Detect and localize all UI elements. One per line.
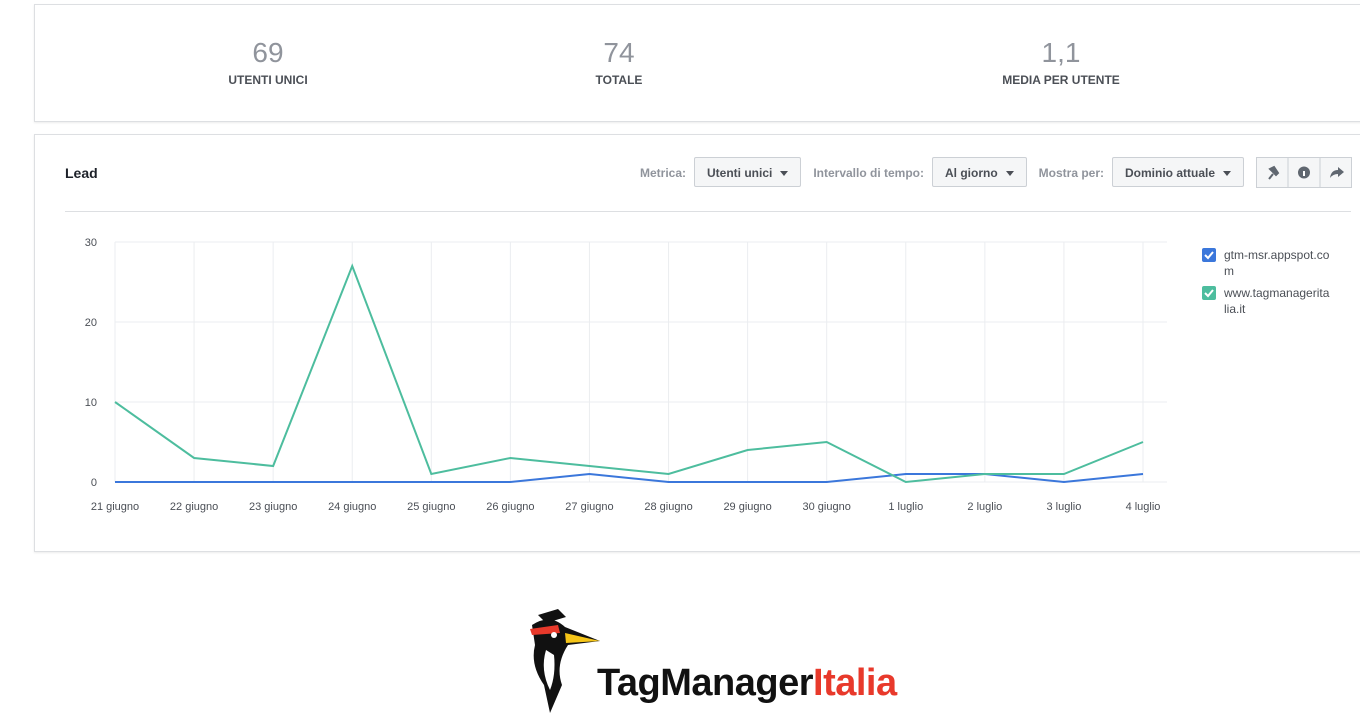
y-tick-label: 30 — [85, 237, 97, 249]
x-tick-label: 22 giugno — [170, 501, 218, 513]
check — [1204, 289, 1214, 298]
y-tick-label: 20 — [85, 317, 97, 329]
logo-text-1: TagManager — [597, 662, 814, 704]
show-label: Mostra per: — [1038, 166, 1104, 180]
stats-card: 69 UTENTI UNICI 74 TOTALE 1,1 MEDIA PER UTE… — [34, 4, 1360, 122]
x-tick-label: 25 giugno — [407, 501, 455, 513]
stat: 69 UTENTI UNICI — [118, 37, 418, 87]
x-tick-label: 27 giugno — [565, 501, 613, 513]
interval-dropdown[interactable]: Al giorno — [932, 157, 1027, 187]
y-tick-label: 10 — [85, 397, 97, 409]
cap — [538, 609, 566, 623]
chart: 0 10 20 30 21 giugno 22 giugno 23 giugno 24 giu… — [85, 237, 1167, 513]
metric-label: Metrica: — [639, 166, 686, 180]
y-tick-label: 0 — [91, 477, 97, 489]
stat: 1,1 MEDIA PER UTENTE — [911, 37, 1211, 87]
logo-text-2: Italia — [813, 662, 897, 704]
x-tick-label: 23 giugno — [249, 501, 297, 513]
chart-title: Lead — [65, 165, 98, 181]
x-tick-label: 30 giugno — [803, 501, 851, 513]
divider — [65, 211, 1351, 212]
legend-label[interactable]: www.tagmanageritalia.it — [1224, 286, 1330, 316]
pin-icon[interactable] — [1268, 165, 1280, 180]
bird-body — [532, 619, 600, 713]
x-tick-label: 2 luglio — [967, 501, 1002, 513]
x-tick-label: 4 luglio — [1126, 501, 1161, 513]
x-tick-label: 26 giugno — [486, 501, 534, 513]
legend-checkbox[interactable] — [1202, 286, 1216, 300]
chest — [543, 650, 555, 690]
interval-label: Intervallo di tempo: — [813, 166, 924, 180]
stat-value: 1,1 — [1041, 37, 1081, 68]
x-tick-label: 21 giugno — [91, 501, 139, 513]
x-tick-label: 3 luglio — [1046, 501, 1081, 513]
stat-label: UTENTI UNICI — [228, 73, 308, 87]
stat-label: TOTALE — [595, 73, 643, 87]
icon-group — [1256, 157, 1352, 188]
series-line — [114, 263, 1144, 484]
check — [1204, 251, 1214, 260]
x-tick-label: 29 giugno — [723, 501, 771, 513]
stat-label: MEDIA PER UTENTE — [1002, 73, 1120, 87]
stat: 74 TOTALE — [469, 37, 769, 87]
series-line — [115, 472, 1144, 484]
metric-dropdown[interactable]: Utenti unici — [694, 157, 801, 187]
legend-label[interactable]: gtm-msr.appspot.com — [1224, 248, 1330, 278]
x-tick-label: 28 giugno — [644, 501, 692, 513]
show-dropdown[interactable]: Dominio attuale — [1112, 157, 1244, 187]
beak — [565, 633, 600, 643]
info-glyph — [1303, 171, 1305, 176]
share-icon[interactable] — [1330, 167, 1344, 178]
legend-checkbox[interactable] — [1202, 248, 1216, 262]
x-tick-label: 24 giugno — [328, 501, 376, 513]
stat-value: 69 — [252, 37, 284, 68]
x-tick-label: 1 luglio — [888, 501, 923, 513]
stat-value: 74 — [603, 37, 635, 68]
logo-bird — [530, 609, 600, 713]
logo-text: TagManagerItalia — [597, 662, 897, 705]
eye — [551, 632, 557, 638]
